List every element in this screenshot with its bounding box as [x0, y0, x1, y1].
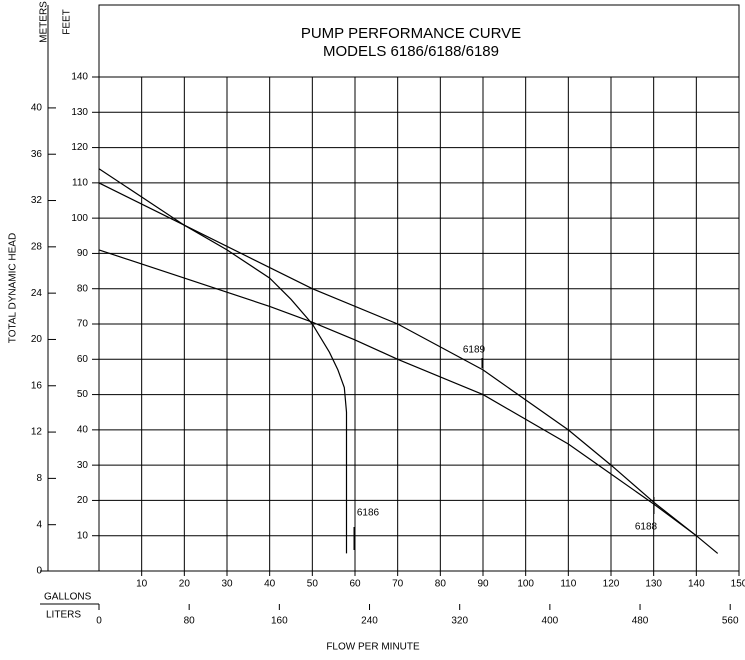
y-tick-label: 100 [71, 213, 88, 224]
x-tick-label: 90 [477, 579, 489, 590]
y-tick-label: 70 [77, 319, 89, 330]
y-tick-label: 50 [77, 389, 89, 400]
curve-label: 6186 [357, 508, 380, 519]
x2-tick-label: 480 [632, 616, 649, 627]
y2-tick-label: 24 [31, 288, 43, 299]
x-tick-label: 120 [603, 579, 620, 590]
chart-title: PUMP PERFORMANCE CURVE [301, 25, 521, 42]
x2-tick-label: 160 [271, 616, 288, 627]
x-tick-label: 30 [221, 579, 233, 590]
y-tick-label: 120 [71, 142, 88, 153]
y-tick-label: 130 [71, 107, 88, 118]
y2-tick-label: 32 [31, 195, 43, 206]
curve [98, 168, 348, 554]
x-unit: GALLONS [44, 592, 92, 603]
curve-label: 6188 [635, 522, 658, 533]
y-tick-label: 110 [72, 177, 88, 188]
x-tick-label: 140 [688, 579, 705, 590]
x-tick-label: 150 [731, 579, 745, 590]
y2-tick-label: 8 [36, 473, 42, 484]
y-axis-label: TOTAL DYNAMIC HEAD [8, 233, 19, 343]
y2-tick-label: 0 [36, 566, 42, 577]
x2-tick-label: 560 [722, 616, 739, 627]
y2-tick-label: 4 [36, 519, 42, 530]
x-tick-label: 70 [392, 579, 404, 590]
x-tick-label: 100 [517, 579, 534, 590]
y2-tick-label: 12 [31, 427, 43, 438]
y-unit: FEET [62, 9, 73, 35]
chart-subtitle: MODELS 6186/6188/6189 [323, 43, 499, 60]
x-tick-label: 50 [307, 579, 319, 590]
x2-tick-label: 400 [542, 616, 559, 627]
y2-tick-label: 40 [31, 103, 43, 114]
curve [98, 249, 697, 537]
x2-tick-label: 0 [96, 616, 102, 627]
y2-tick-label: 36 [31, 149, 43, 160]
x-tick-label: 10 [136, 579, 148, 590]
y2-tick-label: 28 [31, 241, 43, 252]
y-tick-label: 20 [77, 495, 89, 506]
y-tick-label: 90 [77, 248, 89, 259]
y-tick-label: 40 [77, 424, 89, 435]
y2-tick-label: 16 [31, 380, 43, 391]
x-tick-label: 20 [179, 579, 191, 590]
x-tick-label: 130 [645, 579, 662, 590]
x2-tick-label: 240 [361, 616, 378, 627]
x2-unit: LITERS [46, 610, 81, 621]
curve-label: 6189 [463, 345, 486, 356]
curve [98, 182, 719, 554]
x-tick-label: 60 [349, 579, 361, 590]
x2-tick-label: 80 [184, 616, 196, 627]
x2-tick-label: 320 [451, 616, 468, 627]
y-tick-label: 30 [77, 460, 89, 471]
y-tick-label: 10 [77, 530, 89, 541]
x-tick-label: 110 [560, 579, 576, 590]
x-axis-label: FLOW PER MINUTE [326, 642, 420, 653]
y-tick-label: 140 [71, 72, 88, 83]
y2-unit: METERS [39, 1, 50, 43]
y-tick-label: 80 [77, 283, 89, 294]
y2-tick-label: 20 [31, 334, 43, 345]
x-tick-label: 80 [435, 579, 447, 590]
y-tick-label: 60 [77, 354, 89, 365]
plot-frame [98, 4, 740, 572]
x-tick-label: 40 [264, 579, 276, 590]
